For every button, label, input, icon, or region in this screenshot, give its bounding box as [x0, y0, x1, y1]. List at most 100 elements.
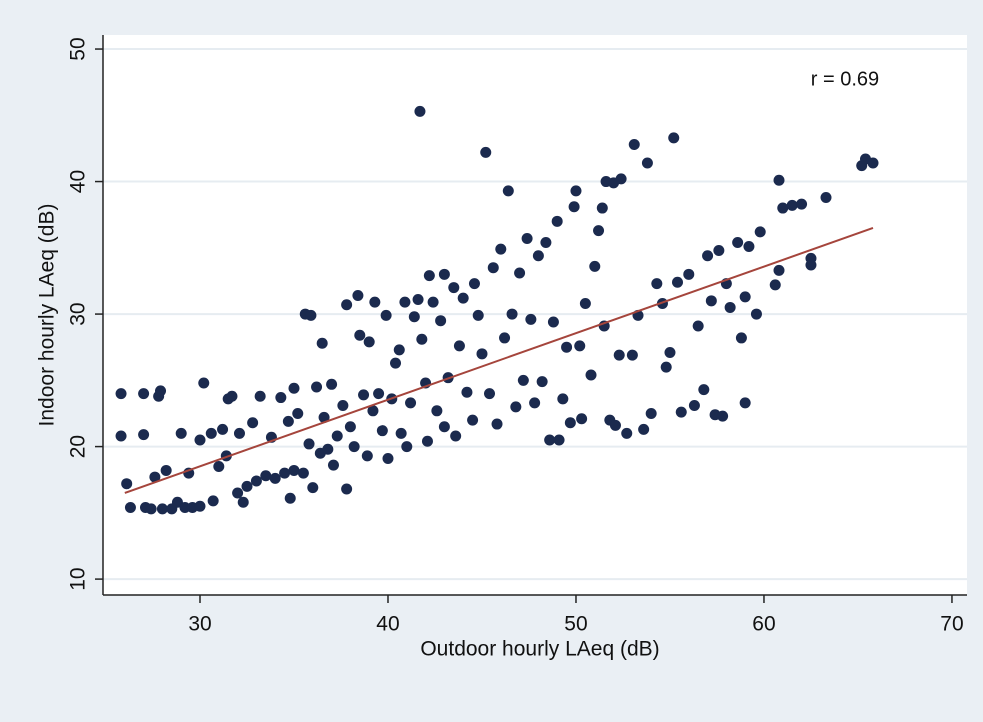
point: [254, 390, 266, 402]
point: [713, 244, 725, 256]
x-axis-title: Outdoor hourly LAeq (dB): [420, 638, 659, 661]
point: [269, 472, 281, 484]
point: [820, 191, 832, 203]
point: [327, 459, 339, 471]
point: [405, 397, 417, 409]
point: [207, 495, 219, 507]
point: [467, 414, 479, 426]
point: [564, 417, 576, 429]
point: [448, 282, 460, 294]
point: [205, 427, 217, 439]
point: [363, 336, 375, 348]
point: [609, 419, 621, 431]
point: [247, 417, 259, 429]
point: [279, 467, 291, 479]
point: [198, 377, 210, 389]
point: [743, 240, 755, 252]
point: [568, 201, 580, 213]
point: [495, 243, 507, 255]
point: [613, 349, 625, 361]
point: [297, 467, 309, 479]
point: [499, 332, 511, 344]
y-tick-label: 50: [67, 37, 90, 60]
point: [348, 441, 360, 453]
x-tick-label: 30: [188, 613, 211, 636]
point: [250, 475, 262, 487]
point: [532, 250, 544, 262]
point: [645, 407, 657, 419]
point: [233, 427, 245, 439]
point: [260, 470, 272, 482]
point: [510, 401, 522, 413]
point: [450, 430, 462, 442]
point: [322, 443, 334, 455]
point: [553, 434, 565, 446]
point: [412, 293, 424, 305]
point: [468, 278, 480, 290]
point: [557, 393, 569, 405]
point: [115, 430, 127, 442]
point: [724, 301, 736, 313]
point: [393, 344, 405, 356]
point: [739, 291, 751, 303]
point: [476, 348, 488, 360]
point: [867, 157, 879, 169]
point: [431, 405, 443, 417]
point: [739, 397, 751, 409]
point: [675, 406, 687, 418]
point: [596, 202, 608, 214]
point: [179, 502, 191, 514]
point: [121, 478, 133, 490]
point: [585, 369, 597, 381]
point: [615, 173, 627, 185]
point: [487, 262, 499, 274]
point: [628, 138, 640, 150]
point: [316, 337, 328, 349]
point: [408, 311, 420, 323]
point: [358, 389, 370, 401]
point: [561, 341, 573, 353]
point: [688, 400, 700, 412]
point: [217, 423, 229, 435]
point: [213, 460, 225, 472]
point: [517, 374, 529, 386]
y-tick-label: 40: [67, 170, 90, 193]
point: [380, 309, 392, 321]
point: [194, 500, 206, 512]
point: [160, 464, 172, 476]
point: [574, 340, 586, 352]
point: [769, 279, 781, 291]
x-tick-label: 70: [940, 613, 963, 636]
point: [638, 423, 650, 435]
point: [367, 405, 379, 417]
point: [303, 438, 315, 450]
point: [416, 333, 428, 345]
point: [461, 386, 473, 398]
point: [311, 381, 323, 393]
point: [376, 425, 388, 437]
point: [621, 427, 633, 439]
point: [754, 226, 766, 238]
point: [786, 199, 798, 211]
annotation: r = 0.69: [811, 68, 879, 90]
point: [521, 233, 533, 245]
point: [692, 320, 704, 332]
point: [641, 157, 653, 169]
point: [226, 390, 238, 402]
point: [292, 407, 304, 419]
point: [395, 427, 407, 439]
point: [683, 268, 695, 280]
point: [796, 198, 808, 210]
point: [390, 357, 402, 369]
point: [337, 400, 349, 412]
point: [369, 296, 381, 308]
point: [284, 492, 296, 504]
y-axis-title: Indoor hourly LAeq (dB): [36, 204, 59, 427]
point: [401, 441, 413, 453]
point: [705, 295, 717, 307]
point: [664, 347, 676, 359]
point: [593, 225, 605, 237]
point: [480, 146, 492, 158]
point: [514, 267, 526, 279]
